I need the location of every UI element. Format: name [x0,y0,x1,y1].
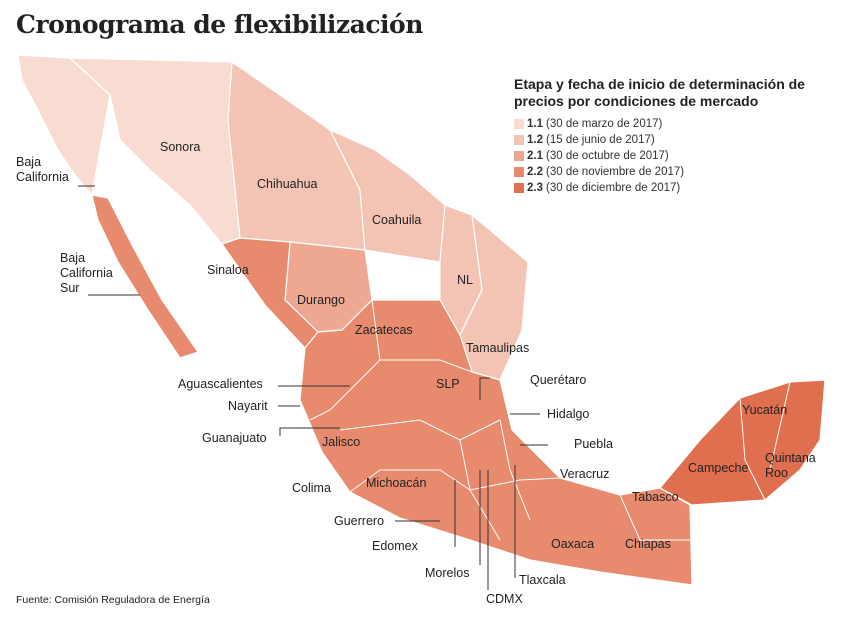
state-bcs [91,194,199,359]
state-borders [309,261,791,541]
legend: Etapa y fecha de inicio de determinación… [514,76,834,196]
label-chihuahua: Chihuahua [257,177,318,191]
label-bcs: Baja California Sur [60,251,116,295]
label-tamaulipas: Tamaulipas [466,341,529,355]
legend-swatch [514,135,524,145]
label-coahuila: Coahuila [372,213,421,227]
label-hidalgo: Hidalgo [547,407,589,421]
label-durango: Durango [297,293,345,307]
legend-stage: 2.2 [527,166,543,178]
leader-lines [78,185,548,590]
label-tlaxcala: Tlaxcala [519,573,566,587]
label-sonora: Sonora [160,140,200,154]
label-campeche: Campeche [688,461,748,475]
label-colima: Colima [292,481,331,495]
label-yucatan: Yucatán [742,403,787,417]
legend-stage: 2.3 [527,182,543,194]
label-nl: NL [457,273,473,287]
legend-swatch [514,119,524,129]
legend-date: (30 de marzo de 2017) [546,118,663,130]
legend-items: 1.1 (30 de marzo de 2017) 1.2 (15 de junio … [514,116,834,196]
label-sinaloa: Sinaloa [207,263,249,277]
legend-item: 2.2 (30 de noviembre de 2017) [514,164,834,180]
legend-title: Etapa y fecha de inicio de determinación… [514,76,805,109]
label-quintana-roo: Quintana Roo [765,451,819,480]
legend-date: (30 de octubre de 2017) [546,150,669,162]
label-guanajuato: Guanajuato [202,431,267,445]
label-veracruz: Veracruz [560,467,609,481]
legend-date: (30 de diciembre de 2017) [546,182,681,194]
label-queretaro: Querétaro [530,373,586,387]
label-baja-california: Baja California [16,155,69,184]
legend-date: (15 de junio de 2017) [546,134,655,146]
state-yucatan-peninsula [659,379,826,506]
legend-item: 1.1 (30 de marzo de 2017) [514,116,834,132]
legend-stage: 1.1 [527,118,543,130]
label-morelos: Morelos [425,566,469,580]
label-nayarit: Nayarit [228,399,268,413]
label-slp: SLP [436,377,460,391]
label-michoacan: Michoacán [366,476,426,490]
label-tabasco: Tabasco [632,490,679,504]
label-chiapas: Chiapas [625,537,671,551]
label-cdmx: CDMX [486,592,523,606]
state-sinaloa [221,237,319,349]
label-zacatecas: Zacatecas [355,323,413,337]
legend-swatch [514,151,524,161]
map-title: Cronograma de flexibilización [16,10,423,39]
legend-item: 1.2 (15 de junio de 2017) [514,132,834,148]
legend-item: 2.3 (30 de diciembre de 2017) [514,180,834,196]
legend-stage: 2.1 [527,150,543,162]
label-guerrero: Guerrero [334,514,384,528]
legend-date: (30 de noviembre de 2017) [546,166,685,178]
state-central-south [299,299,693,586]
source-note: Fuente: Comisión Reguladora de Energía [16,594,210,606]
legend-swatch [514,167,524,177]
legend-item: 2.1 (30 de octubre de 2017) [514,148,834,164]
label-oaxaca: Oaxaca [551,537,594,551]
label-edomex: Edomex [372,539,419,553]
legend-swatch [514,183,524,193]
label-puebla: Puebla [574,437,613,451]
legend-stage: 1.2 [527,134,543,146]
label-aguascalientes: Aguascalientes [178,377,263,391]
label-jalisco: Jalisco [322,435,360,449]
